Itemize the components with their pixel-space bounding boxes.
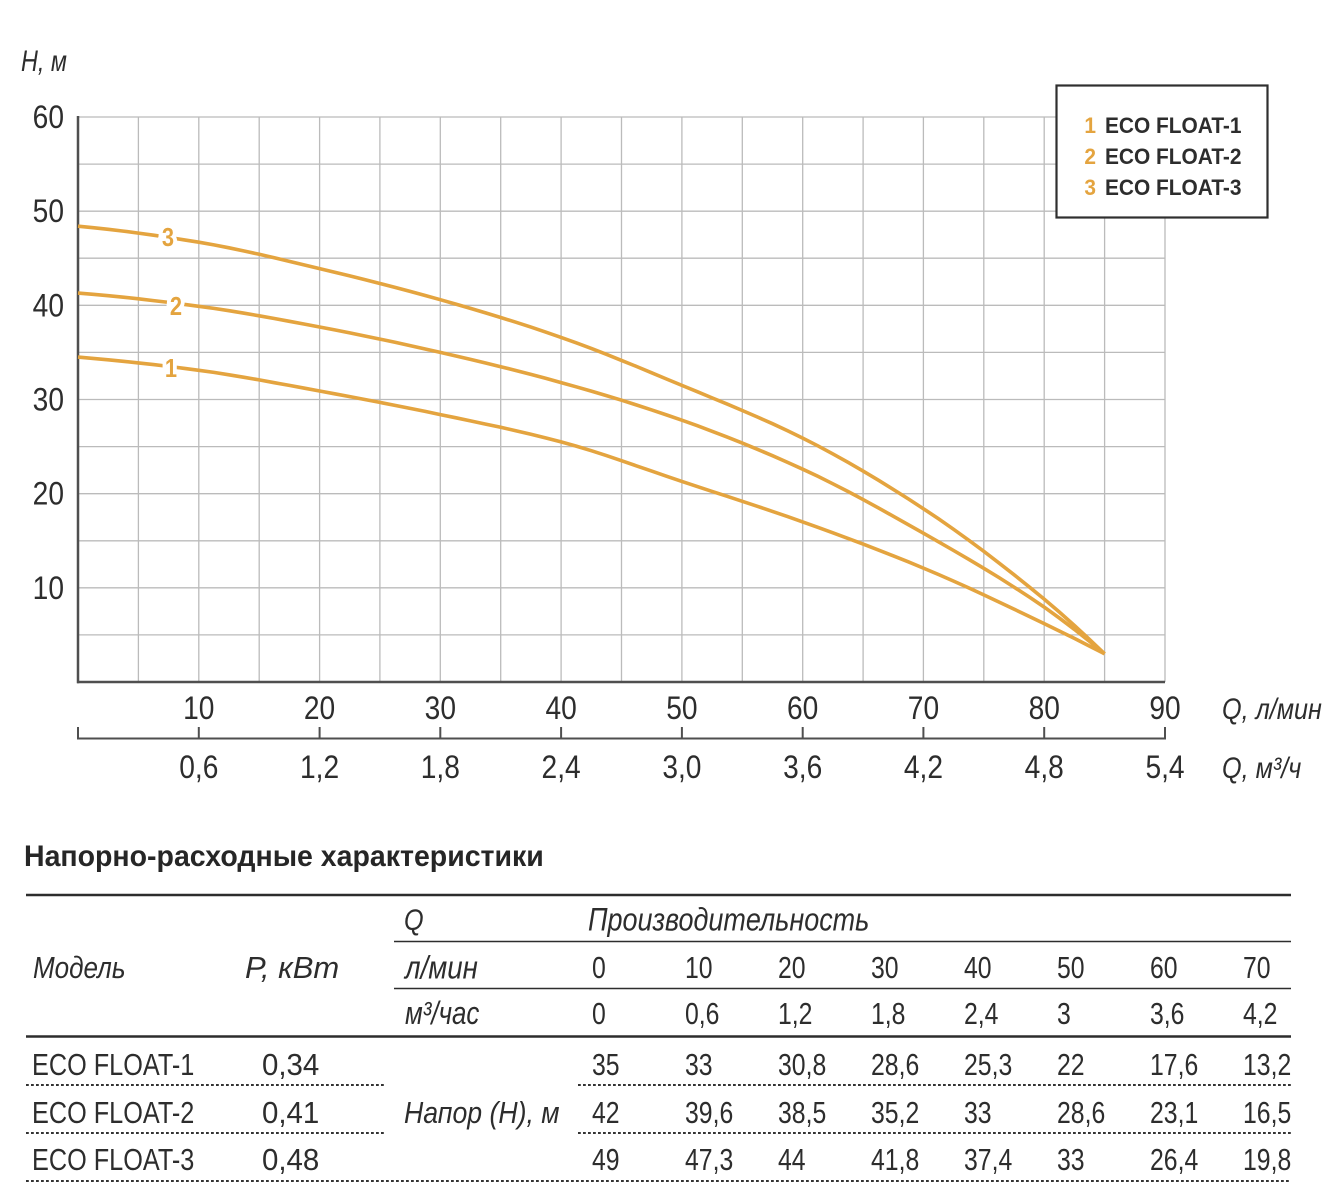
svg-text:3: 3 [1057,996,1071,1030]
svg-text:Напорно-расходные характеристи: Напорно-расходные характеристики [24,840,544,873]
svg-text:50: 50 [1057,950,1085,984]
svg-text:1: 1 [1084,113,1096,138]
svg-text:4,8: 4,8 [1025,750,1064,785]
svg-text:30: 30 [871,950,899,984]
svg-text:3: 3 [1084,175,1096,200]
svg-text:50: 50 [666,691,697,726]
svg-text:ECO FLOAT-3: ECO FLOAT-3 [32,1141,194,1176]
svg-text:5,4: 5,4 [1145,750,1184,785]
svg-text:0,48: 0,48 [262,1143,319,1177]
svg-text:0: 0 [592,950,606,984]
svg-text:Q, л/мин: Q, л/мин [1222,692,1322,726]
svg-text:30: 30 [425,691,456,726]
svg-text:60: 60 [33,100,64,135]
svg-text:ECO FLOAT-3: ECO FLOAT-3 [1105,175,1242,200]
svg-text:1,8: 1,8 [871,996,905,1030]
svg-text:20: 20 [33,477,64,512]
svg-text:2: 2 [1084,144,1096,169]
svg-text:38,5: 38,5 [778,1095,826,1129]
svg-text:0,34: 0,34 [262,1048,319,1082]
svg-text:60: 60 [787,691,818,726]
svg-text:40: 40 [545,691,576,726]
svg-text:1: 1 [165,354,177,383]
svg-text:37,4: 37,4 [964,1142,1012,1176]
svg-text:30,8: 30,8 [778,1047,826,1081]
svg-text:60: 60 [1150,950,1178,984]
svg-text:л/мин: л/мин [403,951,478,986]
svg-text:42: 42 [592,1095,620,1129]
svg-text:39,6: 39,6 [685,1095,733,1129]
svg-text:10: 10 [685,950,713,984]
svg-text:0,41: 0,41 [262,1096,319,1130]
svg-text:0,6: 0,6 [179,750,218,785]
svg-text:1,2: 1,2 [300,750,339,785]
svg-text:23,1: 23,1 [1150,1095,1198,1129]
svg-text:ECO FLOAT-1: ECO FLOAT-1 [32,1046,194,1081]
svg-text:70: 70 [1243,950,1271,984]
svg-text:2,4: 2,4 [964,996,998,1030]
svg-text:41,8: 41,8 [871,1142,919,1176]
svg-text:33: 33 [964,1095,992,1129]
svg-text:26,4: 26,4 [1150,1142,1198,1176]
svg-text:17,6: 17,6 [1150,1047,1198,1081]
svg-text:Р, кВт: Р, кВт [245,950,339,985]
svg-text:2: 2 [170,292,182,321]
svg-text:Модель: Модель [33,951,126,986]
svg-text:1,2: 1,2 [778,996,812,1030]
svg-text:ECO FLOAT-2: ECO FLOAT-2 [1105,144,1242,169]
svg-text:10: 10 [33,571,64,606]
svg-text:ECO FLOAT-1: ECO FLOAT-1 [1105,113,1242,138]
svg-text:16,5: 16,5 [1243,1095,1291,1129]
svg-text:80: 80 [1029,691,1060,726]
svg-text:Q: Q [404,903,424,937]
svg-text:28,6: 28,6 [1057,1095,1105,1129]
svg-text:70: 70 [908,691,939,726]
svg-text:47,3: 47,3 [685,1142,733,1176]
svg-text:0,6: 0,6 [685,996,719,1030]
svg-text:44: 44 [778,1142,806,1176]
svg-text:25,3: 25,3 [964,1047,1012,1081]
svg-text:3: 3 [162,223,174,252]
svg-text:20: 20 [778,950,806,984]
svg-text:19,8: 19,8 [1243,1142,1291,1176]
svg-text:м³/час: м³/час [405,997,480,1032]
svg-text:33: 33 [1057,1142,1085,1176]
svg-text:35: 35 [592,1047,620,1081]
svg-text:13,2: 13,2 [1243,1047,1291,1081]
svg-text:10: 10 [183,691,214,726]
svg-text:4,2: 4,2 [1243,996,1277,1030]
svg-text:Напор (Н), м: Напор (Н), м [404,1096,560,1130]
svg-text:33: 33 [685,1047,713,1081]
svg-text:Производительность: Производительность [588,902,869,938]
svg-text:2,4: 2,4 [542,750,581,785]
svg-text:0: 0 [592,996,606,1030]
svg-text:Q, м³/ч: Q, м³/ч [1222,751,1301,785]
svg-text:40: 40 [33,289,64,324]
svg-text:1,8: 1,8 [421,750,460,785]
svg-text:3,6: 3,6 [783,750,822,785]
svg-text:3: 3 [162,223,174,252]
svg-text:30: 30 [33,383,64,418]
svg-text:Н, м: Н, м [21,44,67,77]
svg-text:22: 22 [1057,1047,1085,1081]
svg-text:28,6: 28,6 [871,1047,919,1081]
svg-text:20: 20 [304,691,335,726]
svg-text:90: 90 [1149,691,1180,726]
svg-text:4,2: 4,2 [904,750,943,785]
svg-text:3,6: 3,6 [1150,996,1184,1030]
svg-text:2: 2 [170,292,182,321]
svg-text:40: 40 [964,950,992,984]
svg-text:49: 49 [592,1142,620,1176]
svg-text:3,0: 3,0 [662,750,701,785]
svg-text:1: 1 [165,354,177,383]
svg-text:35,2: 35,2 [871,1095,919,1129]
svg-text:50: 50 [33,195,64,230]
svg-text:ECO FLOAT-2: ECO FLOAT-2 [32,1094,194,1129]
